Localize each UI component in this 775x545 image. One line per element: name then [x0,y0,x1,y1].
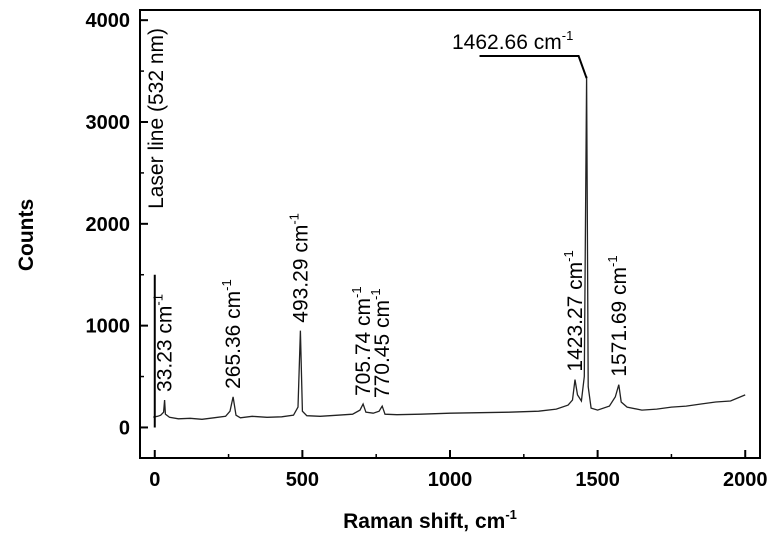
peak-label-superscript: -1 [349,286,364,298]
peak-label-value: 1423.27 cm [564,262,587,372]
x-tick-label: 2000 [723,469,768,491]
spectrum-line [153,76,746,420]
peak-label: 265.36 cm-1 [219,279,245,389]
x-tick-label: 0 [149,469,160,491]
peak-label: 705.74 cm-1 [349,286,375,396]
x-tick-label: 1500 [575,469,620,491]
x-axis-title: Raman shift, cm-1 [343,507,517,533]
peak-label: 33.23 cm-1 [151,294,177,392]
peak-label-value: 705.74 cm [352,298,375,396]
x-tick-label: 1000 [428,469,473,491]
y-tick-label: 0 [119,417,130,439]
axis-ticks [140,19,747,458]
peak-label-superscript: -1 [286,213,301,225]
y-tick-label: 4000 [86,10,131,32]
peak-label: 1571.69 cm-1 [605,255,631,376]
peak-label: 1423.27 cm-1 [561,250,587,371]
axis-tick-labels: 0 500 1000 1500 2000 0 1000 2000 3000 4000 [86,10,768,491]
x-tick-label: 500 [286,469,319,491]
peak-label-superscript: -1 [368,288,383,300]
plot-frame [139,9,761,459]
peak-label-value: 770.45 cm [371,300,394,398]
x-axis-title-superscript: -1 [505,507,517,522]
peak-label-superscript: -1 [561,250,576,262]
peak-label-superscript: -1 [605,255,620,267]
y-tick-label: 2000 [86,214,131,236]
peak-label-value: 33.23 cm [154,306,177,392]
peak-label: 770.45 cm-1 [368,288,394,398]
peak-label: 493.29 cm-1 [286,213,312,323]
peak-label-value: 493.29 cm [289,225,312,323]
y-tick-label: 1000 [86,316,131,338]
peak-label: 1462.66 cm-1 [452,28,573,54]
peak-label-superscript: -1 [562,28,574,43]
peak-label-value: 265.36 cm [222,291,245,389]
peak-annotations: Laser line (532 nm)33.23 cm-1 265.36 cm-1… [145,28,631,428]
peak-label-superscript: -1 [219,279,234,291]
peak-label-superscript: -1 [151,294,166,306]
peak-label-value: 1462.66 cm [452,31,562,54]
peak-leader-line [479,55,588,79]
peak-label-value: 1571.69 cm [608,267,631,377]
y-axis-title: Counts [15,199,38,271]
y-tick-label: 3000 [86,112,131,134]
x-axis-title-text: Raman shift, cm [343,510,505,533]
laser-line-label: Laser line (532 nm) [145,28,168,209]
